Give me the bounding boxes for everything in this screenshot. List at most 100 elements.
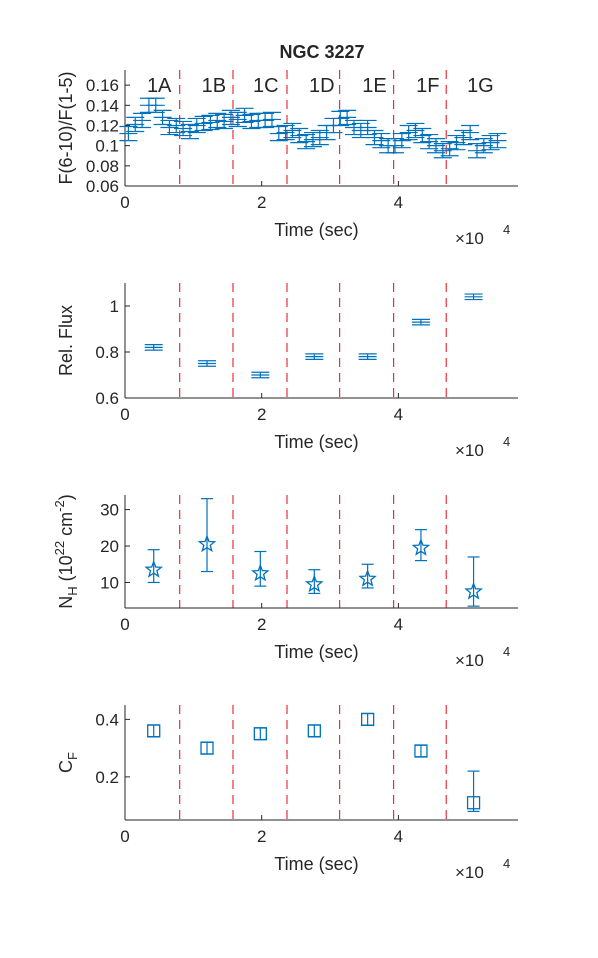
data-point (228, 111, 247, 128)
marker-star (197, 534, 217, 553)
segment-label-1E: 1E (362, 75, 386, 97)
x-tick-label: 4 (394, 615, 403, 634)
data-point (466, 770, 481, 812)
x-tick-label: 0 (120, 827, 129, 846)
marker-square (147, 724, 161, 738)
data-point (197, 498, 217, 573)
data-point (251, 371, 270, 379)
data-point (413, 127, 432, 144)
data-point (338, 109, 357, 126)
data-point (464, 293, 483, 301)
y-axis-label-part: F (65, 752, 80, 760)
x-axis-label: Time (sec) (274, 854, 358, 874)
segment-label-1C: 1C (253, 75, 279, 97)
data-point (461, 124, 480, 141)
data-point (290, 127, 309, 144)
segment-label-1B: 1B (202, 75, 226, 97)
data-point (119, 125, 138, 142)
data-point (305, 353, 324, 360)
x-tick-label: 0 (120, 615, 129, 634)
data-point (235, 107, 254, 124)
data-point (464, 556, 483, 607)
y-tick-label: 10 (100, 573, 119, 592)
data-point (144, 344, 163, 351)
data-point (358, 353, 377, 360)
data-point (331, 110, 350, 127)
x-axis-multiplier-exponent: 4 (503, 434, 510, 449)
data-point (198, 360, 217, 367)
y-tick-label: 1 (110, 297, 119, 316)
data-point (411, 529, 431, 562)
x-tick-label: 2 (257, 827, 266, 846)
y-tick-label: 20 (100, 537, 119, 556)
data-point (358, 563, 377, 589)
y-axis-label-part: N (56, 596, 76, 609)
data-point (307, 724, 321, 738)
marker-star (304, 574, 324, 593)
chart-title: NGC 3227 (279, 42, 364, 62)
data-point (283, 122, 302, 139)
x-tick-label: 2 (257, 615, 266, 634)
x-axis-multiplier: ×10 (455, 229, 484, 248)
data-point (174, 120, 193, 137)
marker-star (411, 538, 431, 556)
data-point (194, 115, 213, 132)
y-axis-label-part: H (65, 586, 80, 595)
x-axis-label: Time (sec) (274, 432, 358, 452)
marker-square (200, 741, 214, 755)
segment-label-1D: 1D (309, 75, 335, 97)
data-point (358, 119, 377, 136)
data-point (392, 132, 411, 149)
x-axis-multiplier: ×10 (455, 863, 484, 882)
data-point (488, 132, 507, 149)
y-tick-label: 0.06 (86, 177, 119, 196)
y-tick-label: 0.08 (86, 157, 119, 176)
x-tick-label: 2 (257, 193, 266, 212)
data-point (269, 125, 288, 142)
x-tick-label: 4 (394, 827, 403, 846)
y-tick-label: 0.12 (86, 116, 119, 135)
y-tick-label: 0.8 (95, 343, 119, 362)
panel-hardness-ratio: 0 2 4 0.060.080.1 0.120.140.16 Time (sec) ×10 4… (56, 70, 518, 248)
y-tick-label: 0.16 (86, 76, 119, 95)
data-point (133, 112, 152, 129)
data-point (310, 129, 329, 146)
panel-covering-fraction: 0 2 4 0.2 0.4 Time (sec) ×10 4 CF (56, 705, 518, 882)
y-axis-label: F(6-10)/F(1-5) (56, 71, 76, 184)
data-point (420, 133, 439, 150)
data-point (187, 117, 206, 134)
y-axis-label: NH (1022 cm-2) (52, 494, 80, 608)
data-point (126, 116, 145, 133)
x-tick-label: 2 (257, 405, 266, 424)
data-point (411, 318, 430, 326)
marker-square (466, 796, 481, 810)
marker-star (144, 559, 164, 578)
data-point (250, 550, 270, 587)
x-axis-multiplier-exponent: 4 (503, 644, 510, 659)
marker-square (307, 724, 321, 738)
y-axis-label-part: C (56, 760, 76, 773)
data-point (221, 109, 240, 126)
data-point (215, 113, 234, 130)
data-point (144, 549, 164, 584)
x-axis-label: Time (sec) (274, 642, 358, 662)
y-axis-label-part: -2 (52, 500, 67, 512)
data-point (208, 112, 227, 129)
y-axis-label-part: (10 (56, 555, 76, 586)
y-axis-label: Rel. Flux (56, 305, 76, 376)
data-point (474, 137, 493, 154)
x-tick-label: 4 (394, 405, 403, 424)
data-point (385, 137, 404, 154)
marker-square (360, 712, 375, 727)
x-tick-label: 4 (394, 193, 403, 212)
data-point (200, 741, 214, 755)
y-tick-label: 0.1 (95, 137, 119, 156)
data-point (253, 727, 267, 741)
data-point (242, 113, 261, 130)
panel-column-density: 0 2 4 10 20 30 Time (sec) ×10 4 NH (1022 cm-2) (52, 494, 518, 670)
y-tick-label: 0.14 (86, 96, 119, 115)
x-axis-label: Time (sec) (274, 220, 358, 240)
marker-square (253, 727, 267, 741)
marker-star (358, 568, 377, 587)
